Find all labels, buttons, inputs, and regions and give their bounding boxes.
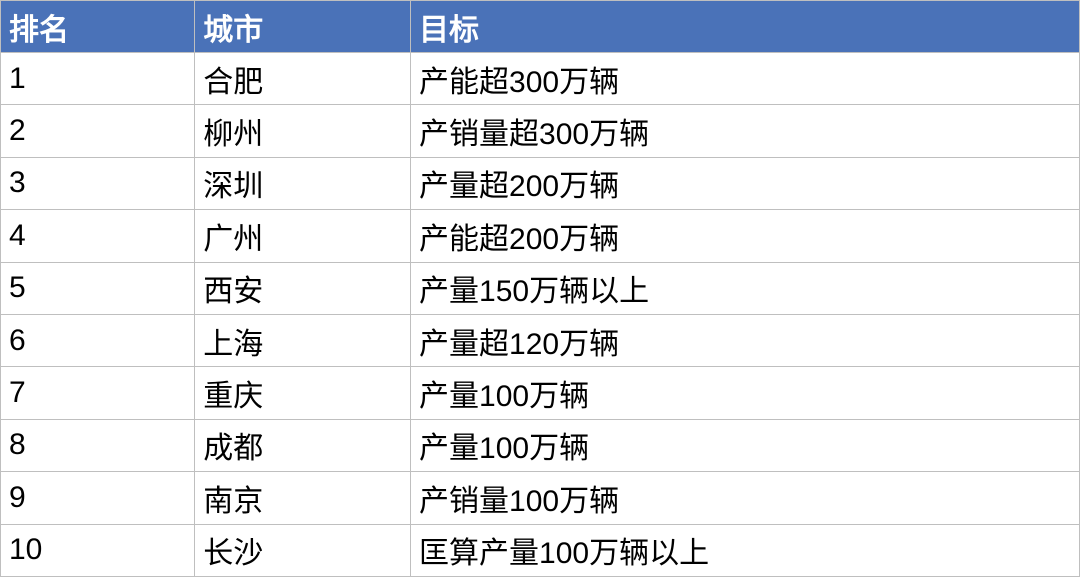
cell-rank: 3: [1, 157, 195, 209]
cell-goal: 匡算产量100万辆以上: [411, 524, 1080, 576]
table-row: 1 合肥 产能超300万辆: [1, 53, 1080, 105]
cell-goal: 产销量超300万辆: [411, 105, 1080, 157]
cell-city: 深圳: [195, 157, 411, 209]
table-row: 9 南京 产销量100万辆: [1, 472, 1080, 524]
cell-goal: 产量100万辆: [411, 367, 1080, 419]
col-header-city: 城市: [195, 1, 411, 53]
cell-city: 长沙: [195, 524, 411, 576]
cell-rank: 4: [1, 210, 195, 262]
cell-goal: 产量150万辆以上: [411, 262, 1080, 314]
cell-rank: 2: [1, 105, 195, 157]
cell-rank: 7: [1, 367, 195, 419]
cell-goal: 产量100万辆: [411, 419, 1080, 471]
table-row: 7 重庆 产量100万辆: [1, 367, 1080, 419]
table-row: 8 成都 产量100万辆: [1, 419, 1080, 471]
col-header-rank: 排名: [1, 1, 195, 53]
cell-goal: 产量超200万辆: [411, 157, 1080, 209]
cell-goal: 产销量100万辆: [411, 472, 1080, 524]
cell-city: 重庆: [195, 367, 411, 419]
col-header-goal: 目标: [411, 1, 1080, 53]
table-row: 6 上海 产量超120万辆: [1, 314, 1080, 366]
cell-city: 上海: [195, 314, 411, 366]
cell-city: 西安: [195, 262, 411, 314]
cell-city: 柳州: [195, 105, 411, 157]
table-row: 5 西安 产量150万辆以上: [1, 262, 1080, 314]
cell-city: 南京: [195, 472, 411, 524]
cell-rank: 1: [1, 53, 195, 105]
cell-city: 广州: [195, 210, 411, 262]
cell-rank: 5: [1, 262, 195, 314]
table-header-row: 排名 城市 目标: [1, 1, 1080, 53]
cell-goal: 产量超120万辆: [411, 314, 1080, 366]
city-target-table: 排名 城市 目标 1 合肥 产能超300万辆 2 柳州 产销量超300万辆 3 …: [0, 0, 1080, 577]
table-row: 2 柳州 产销量超300万辆: [1, 105, 1080, 157]
cell-rank: 6: [1, 314, 195, 366]
cell-city: 成都: [195, 419, 411, 471]
cell-goal: 产能超200万辆: [411, 210, 1080, 262]
cell-rank: 9: [1, 472, 195, 524]
cell-goal: 产能超300万辆: [411, 53, 1080, 105]
table-row: 4 广州 产能超200万辆: [1, 210, 1080, 262]
cell-city: 合肥: [195, 53, 411, 105]
table-row: 10 长沙 匡算产量100万辆以上: [1, 524, 1080, 576]
table-row: 3 深圳 产量超200万辆: [1, 157, 1080, 209]
cell-rank: 10: [1, 524, 195, 576]
cell-rank: 8: [1, 419, 195, 471]
